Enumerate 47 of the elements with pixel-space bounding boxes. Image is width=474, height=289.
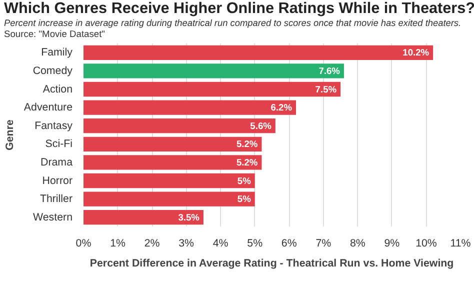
data-label: 10.2% bbox=[402, 47, 430, 58]
data-label: 7.5% bbox=[315, 84, 338, 94]
y-tick-label: Family bbox=[41, 46, 74, 58]
y-tick-label: Horror bbox=[42, 174, 73, 186]
data-label: 3.5% bbox=[178, 212, 200, 222]
bar bbox=[84, 191, 255, 206]
y-tick-label: Thriller bbox=[40, 192, 73, 205]
data-label: 5.6% bbox=[250, 120, 272, 130]
data-label: 6.2% bbox=[270, 102, 293, 112]
x-tick-label: 5% bbox=[247, 237, 264, 250]
x-tick-label: 11% bbox=[450, 237, 472, 250]
x-tick-label: 9% bbox=[384, 237, 400, 250]
bar bbox=[84, 173, 255, 188]
x-tick-label: 0% bbox=[76, 237, 92, 250]
bar bbox=[84, 136, 262, 152]
y-tick-label: Western bbox=[33, 210, 73, 223]
y-tick-label: Action bbox=[42, 82, 73, 95]
chart-subtitle: Percent increase in average rating during theatrical run compared to scores once that movie has exited theaters. bbox=[4, 18, 462, 30]
x-tick-label: 4% bbox=[212, 237, 229, 250]
x-tick-label: 10% bbox=[416, 237, 438, 250]
y-tick-label: Adventure bbox=[24, 101, 73, 114]
bar bbox=[84, 100, 296, 114]
bar bbox=[84, 210, 204, 224]
x-tick-label: 1% bbox=[110, 237, 126, 250]
x-tick-label: 8% bbox=[350, 237, 366, 250]
source-note: Source: "Movie Dataset" bbox=[4, 29, 105, 41]
y-tick-label: Sci-Fi bbox=[45, 138, 73, 150]
bar bbox=[84, 82, 341, 96]
bar bbox=[84, 63, 344, 78]
y-tick-label: Comedy bbox=[32, 64, 74, 77]
bar bbox=[84, 118, 276, 133]
x-tick-label: 2% bbox=[144, 237, 160, 250]
x-axis-title: Percent Difference in Average Rating - Theatrical Run vs. Home Viewing bbox=[90, 257, 454, 270]
x-tick-label: 6% bbox=[281, 237, 298, 250]
data-label: 5.2% bbox=[236, 157, 258, 168]
y-tick-label: Drama bbox=[40, 156, 73, 168]
data-label: 7.6% bbox=[318, 66, 341, 76]
bar bbox=[84, 44, 434, 60]
y-axis-title: Genre bbox=[4, 119, 16, 150]
x-tick-label: 3% bbox=[178, 237, 195, 250]
bar bbox=[84, 154, 262, 170]
x-tick-label: 7% bbox=[316, 237, 332, 250]
chart-title: Which Genres Receive Higher Online Ratings While in Theaters? bbox=[4, 0, 474, 18]
y-tick-label: Fantasy bbox=[34, 119, 74, 132]
data-label: 5% bbox=[237, 194, 252, 204]
data-label: 5.2% bbox=[236, 138, 258, 149]
data-label: 5% bbox=[237, 175, 252, 186]
